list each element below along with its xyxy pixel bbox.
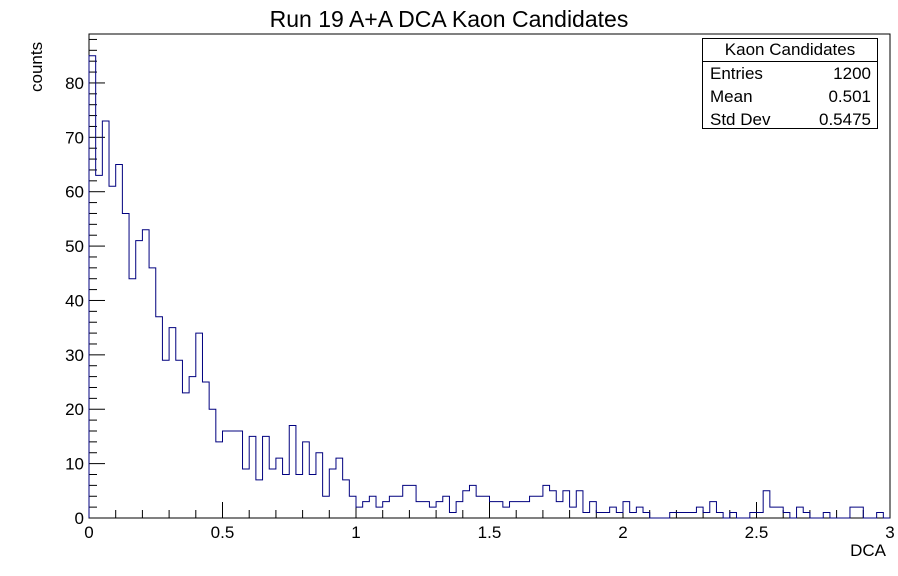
histogram-series bbox=[88, 55, 890, 519]
stats-value: 1200 bbox=[833, 64, 871, 83]
y-tick-label: 50 bbox=[65, 237, 84, 256]
stats-label: Mean bbox=[710, 87, 753, 106]
stats-title: Kaon Candidates bbox=[703, 39, 877, 62]
y-tick-label: 20 bbox=[65, 400, 84, 419]
stats-row-mean: Mean 0.501 bbox=[703, 85, 877, 108]
x-tick-label: 2.5 bbox=[745, 523, 769, 542]
y-tick-label: 0 bbox=[75, 509, 84, 528]
x-tick-label: 2 bbox=[618, 523, 627, 542]
stats-label: Entries bbox=[710, 64, 763, 83]
x-tick-label: 1.5 bbox=[478, 523, 502, 542]
y-tick-label: 60 bbox=[65, 183, 84, 202]
stats-box: Kaon Candidates Entries 1200 Mean 0.501 … bbox=[702, 38, 878, 129]
y-tick-label: 80 bbox=[65, 74, 84, 93]
x-tick-label: 0 bbox=[84, 523, 93, 542]
x-axis-label: DCA bbox=[850, 541, 886, 560]
y-tick-label: 70 bbox=[65, 128, 84, 147]
x-tick-label: 3 bbox=[885, 523, 894, 542]
stats-label: Std Dev bbox=[710, 110, 771, 129]
x-tick-label: 0.5 bbox=[211, 523, 235, 542]
y-axis: 0 10 20 30 40 50 60 70 80 bbox=[65, 38, 105, 528]
stats-row-stddev: Std Dev 0.5475 bbox=[703, 108, 877, 131]
chart-title: Run 19 A+A DCA Kaon Candidates bbox=[269, 6, 629, 32]
y-tick-label: 10 bbox=[65, 455, 84, 474]
x-axis: 0 0.5 1 1.5 2 2.5 3 bbox=[84, 502, 895, 542]
stats-value: 0.501 bbox=[828, 87, 871, 106]
stats-value: 0.5475 bbox=[819, 110, 871, 129]
x-tick-label: 1 bbox=[351, 523, 360, 542]
y-axis-label: counts bbox=[27, 41, 46, 92]
y-tick-label: 40 bbox=[65, 291, 84, 310]
stats-row-entries: Entries 1200 bbox=[703, 62, 877, 85]
y-tick-label: 30 bbox=[65, 346, 84, 365]
